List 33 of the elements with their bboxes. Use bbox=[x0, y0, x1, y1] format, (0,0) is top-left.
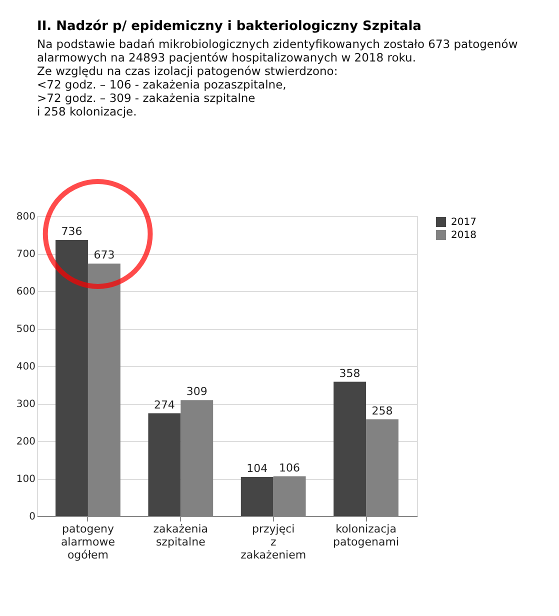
text: >72 godz. – 309 - zakażenia szpitalne bbox=[37, 91, 256, 106]
text: i 258 kolonizacje. bbox=[37, 104, 137, 119]
y-tick-label: 500 bbox=[16, 324, 36, 335]
data-label: 309 bbox=[186, 385, 208, 398]
x-tick-label: przyjęci z zakażeniem bbox=[240, 522, 306, 562]
y-tick-label: 800 bbox=[16, 212, 36, 222]
legend-label: 2017 bbox=[451, 217, 476, 228]
chart-title: II. Nadzór p/ epidemiczny i bakteriologiczny Szpitala bbox=[37, 19, 422, 34]
data-label: 274 bbox=[154, 398, 175, 412]
bar bbox=[148, 413, 181, 516]
y-tick-label: 300 bbox=[16, 399, 36, 410]
y-tick-label: 100 bbox=[16, 474, 36, 485]
chart-subtitle: Na podstawie badań mikrobiologicznych zidentyfikowanych zostało 673 patogenów alarmowych na 24893 pacjentów hospitalizowanych w 2018 roku. bbox=[37, 37, 518, 65]
data-label: 736 bbox=[61, 225, 82, 238]
data-label: 258 bbox=[372, 404, 393, 418]
y-tick-label: 700 bbox=[16, 249, 36, 260]
y-tick-label: 400 bbox=[16, 362, 36, 372]
legend-label: 2018 bbox=[451, 230, 476, 241]
bar bbox=[334, 382, 366, 516]
x-tick-label: kolonizacja patogenami bbox=[333, 522, 400, 548]
y-tick-label: 200 bbox=[16, 436, 36, 448]
data-label: 104 bbox=[246, 462, 268, 475]
data-label: 673 bbox=[94, 248, 115, 262]
text: Ze względu na czas izolacji patogenów stwierdzono: bbox=[37, 64, 338, 78]
data-label: 106 bbox=[279, 461, 300, 474]
y-tick-label: 0 bbox=[29, 512, 36, 522]
bar bbox=[56, 240, 88, 516]
x-tick-label: zakażenia szpitalne bbox=[153, 522, 208, 548]
data-label: 358 bbox=[339, 366, 360, 380]
y-tick-label: 600 bbox=[16, 286, 36, 298]
x-tick-label: patogeny alarmowe ogółem bbox=[60, 522, 116, 562]
bar bbox=[240, 477, 274, 516]
text: <72 godz. – 106 - zakażenia pozaszpitalne, bbox=[37, 78, 286, 92]
